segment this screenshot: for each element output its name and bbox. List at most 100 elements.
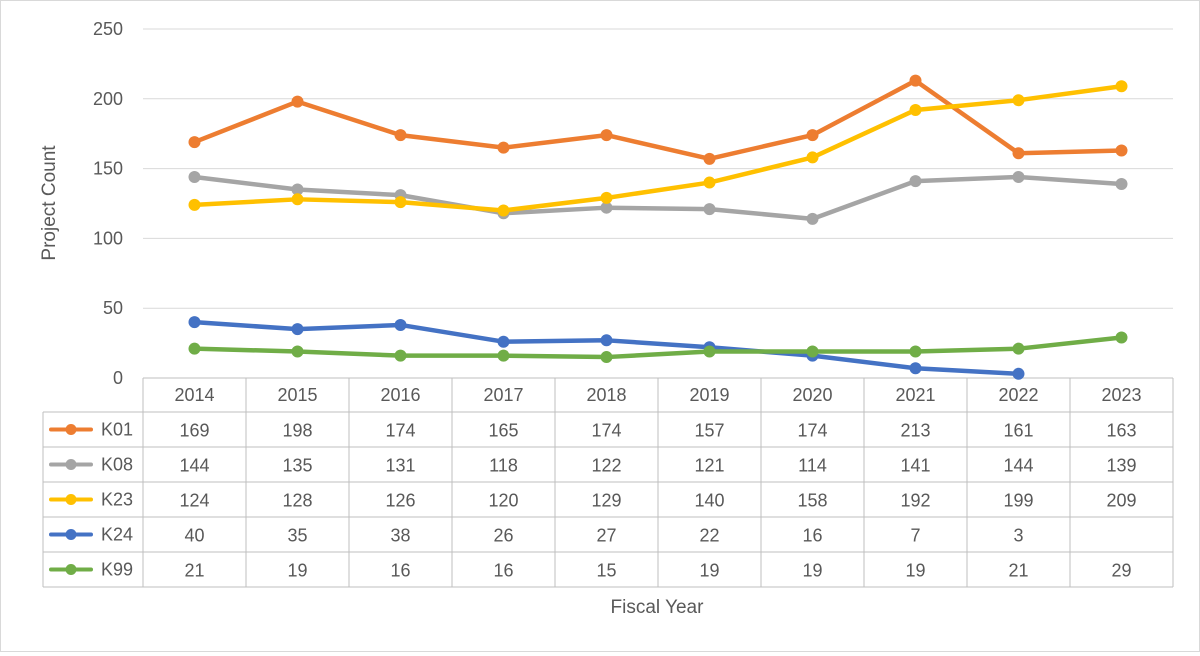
data-label: 19 — [802, 561, 822, 581]
data-point — [1115, 177, 1128, 190]
data-point — [497, 141, 510, 154]
data-label: 21 — [1008, 561, 1028, 581]
data-label: 7 — [910, 526, 920, 546]
gridlines — [143, 28, 1173, 309]
data-point — [394, 196, 407, 209]
data-label: 27 — [596, 526, 616, 546]
data-point — [188, 198, 201, 211]
data-label: 128 — [282, 491, 312, 511]
legend-marker — [65, 529, 77, 540]
data-label: 135 — [282, 456, 312, 476]
data-point — [909, 103, 922, 116]
data-point — [1115, 80, 1128, 93]
data-label: 3 — [1013, 526, 1023, 546]
data-label: 209 — [1106, 491, 1136, 511]
data-label: 15 — [596, 561, 616, 581]
data-label: 131 — [385, 456, 415, 476]
data-point — [909, 74, 922, 87]
data-point — [1012, 147, 1025, 160]
data-point — [497, 349, 510, 362]
x-tick-label: 2021 — [895, 385, 935, 405]
data-point — [600, 351, 613, 364]
data-label: 29 — [1111, 561, 1131, 581]
data-label: 22 — [699, 526, 719, 546]
y-tick-label: 200 — [93, 89, 123, 109]
data-label: 118 — [489, 456, 518, 476]
x-tick-label: 2014 — [174, 385, 214, 405]
y-axis: 0 50 100 150 200 250 — [93, 19, 123, 388]
data-label: 16 — [390, 561, 410, 581]
data-label: 126 — [385, 491, 415, 511]
data-point — [394, 129, 407, 142]
legend-marker — [65, 494, 77, 505]
series-line — [192, 78, 1124, 162]
data-point — [909, 362, 922, 375]
x-tick-label: 2018 — [586, 385, 626, 405]
data-point — [394, 318, 407, 331]
data-point — [188, 316, 201, 329]
legend-marker — [65, 459, 77, 470]
data-label: 174 — [797, 421, 827, 441]
data-label: 40 — [184, 526, 204, 546]
y-axis-title: Project Count — [39, 145, 60, 261]
data-label: 19 — [905, 561, 925, 581]
data-point — [600, 201, 613, 214]
series-lines — [188, 74, 1128, 380]
legend-marker — [65, 424, 77, 435]
data-label: 38 — [390, 526, 410, 546]
data-table: 2014 2015 2016 2017 2018 2019 2020 2021 2022 2023… — [42, 377, 1174, 588]
legend-label: K23 — [101, 490, 133, 510]
data-label: 114 — [798, 456, 827, 476]
legend-label: K99 — [101, 560, 133, 580]
data-label: 161 — [1003, 421, 1033, 441]
data-label: 192 — [900, 491, 930, 511]
series-line — [192, 83, 1124, 213]
data-point — [600, 191, 613, 204]
data-point — [497, 204, 510, 217]
x-axis-title: Fiscal Year — [611, 597, 705, 618]
x-tick-label: 2022 — [998, 385, 1038, 405]
data-point — [909, 175, 922, 188]
data-point — [291, 95, 304, 108]
data-point — [497, 335, 510, 348]
data-label: 26 — [493, 526, 513, 546]
data-point — [806, 212, 819, 225]
x-tick-label: 2017 — [483, 385, 523, 405]
x-tick-label: 2023 — [1101, 385, 1141, 405]
data-point — [806, 129, 819, 142]
data-label: 35 — [287, 526, 307, 546]
data-label: 16 — [802, 526, 822, 546]
data-label: 19 — [287, 561, 307, 581]
series-line — [192, 335, 1124, 360]
data-point — [1115, 331, 1128, 344]
data-label: 120 — [488, 491, 518, 511]
data-label: 174 — [591, 421, 621, 441]
legend-label: K08 — [101, 455, 133, 475]
legend-label: K24 — [101, 525, 133, 545]
data-label: 199 — [1003, 491, 1033, 511]
data-point — [291, 193, 304, 206]
y-tick-label: 0 — [113, 368, 123, 388]
data-point — [600, 334, 613, 347]
data-point — [600, 129, 613, 142]
data-point — [806, 345, 819, 358]
data-label: 169 — [179, 421, 209, 441]
data-label: 140 — [694, 491, 724, 511]
data-point — [909, 345, 922, 358]
data-point — [188, 342, 201, 355]
y-tick-label: 50 — [103, 298, 123, 318]
x-tick-label: 2015 — [277, 385, 317, 405]
data-label: 19 — [699, 561, 719, 581]
data-point — [703, 203, 716, 216]
y-tick-label: 250 — [93, 19, 123, 39]
data-point — [291, 323, 304, 336]
data-point — [188, 136, 201, 149]
data-point — [703, 176, 716, 189]
data-label: 174 — [385, 421, 415, 441]
series-line — [192, 174, 1124, 222]
data-label: 129 — [591, 491, 621, 511]
data-point — [394, 349, 407, 362]
data-point — [1012, 170, 1025, 183]
